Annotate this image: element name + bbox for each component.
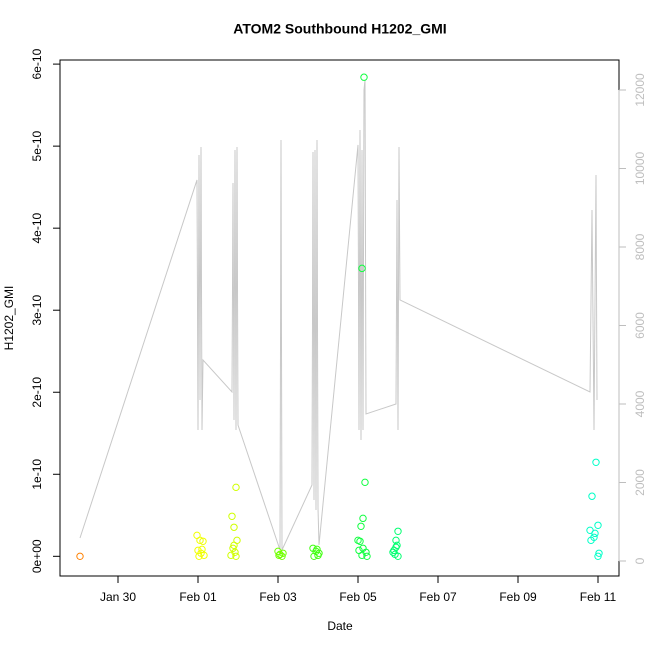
- point: [230, 523, 238, 531]
- point: [230, 541, 238, 550]
- point: [232, 483, 240, 492]
- y2-tick-label: 0: [633, 557, 647, 564]
- x-tick-label: Feb 09: [499, 590, 537, 604]
- x-tick-label: Feb 03: [259, 590, 297, 604]
- chart-title: ATOM2 Southbound H1202_GMI: [233, 21, 446, 37]
- y-tick-label: 1e-10: [30, 459, 44, 490]
- x-axis-title: Date: [327, 619, 353, 633]
- point: [588, 492, 596, 500]
- point: [279, 549, 287, 557]
- point: [391, 550, 399, 559]
- point: [199, 537, 207, 545]
- y2-tick-label: 12000: [633, 73, 647, 107]
- x-tick-label: Feb 01: [179, 590, 217, 604]
- y-tick-label: 3e-10: [30, 295, 44, 326]
- point: [359, 514, 367, 523]
- point: [227, 551, 235, 560]
- point: [275, 551, 283, 560]
- point: [361, 478, 369, 487]
- y2-tick-label: 8000: [633, 233, 647, 260]
- point: [357, 522, 365, 530]
- point: [76, 552, 84, 561]
- point: [315, 549, 323, 557]
- point: [394, 527, 402, 535]
- y2-tick-label: 4000: [633, 390, 647, 417]
- point: [278, 552, 286, 561]
- y-tick-label: 0e+00: [30, 539, 44, 573]
- point: [392, 536, 400, 545]
- y2-tick-label: 10000: [633, 151, 647, 185]
- y-tick-label: 5e-10: [30, 130, 44, 161]
- point: [594, 552, 602, 561]
- point: [590, 533, 598, 541]
- y2-tick-label: 2000: [633, 469, 647, 496]
- point: [592, 458, 600, 466]
- y-tick-label: 4e-10: [30, 213, 44, 244]
- point: [228, 512, 236, 520]
- point: [360, 73, 368, 81]
- point: [591, 529, 599, 538]
- x-tick-label: Feb 07: [419, 590, 457, 604]
- altitude-line: [79, 79, 598, 551]
- x-tick-label: Feb 05: [339, 590, 377, 604]
- point: [594, 521, 602, 530]
- point: [358, 264, 366, 273]
- x-tick-label: Feb 11: [580, 590, 617, 604]
- x-tick-label: Jan 30: [100, 590, 136, 604]
- point: [195, 552, 203, 561]
- y2-tick-label: 6000: [633, 312, 647, 339]
- point: [358, 551, 366, 560]
- point: [198, 545, 206, 554]
- point: [196, 536, 204, 545]
- point: [595, 549, 603, 557]
- y-axis-title: H1202_GMI: [2, 286, 16, 351]
- y-tick-label: 2e-10: [30, 377, 44, 408]
- point: [363, 552, 371, 561]
- point: [232, 552, 240, 561]
- y-tick-label: 6e-10: [30, 48, 44, 79]
- point: [356, 537, 364, 545]
- point: [313, 545, 321, 554]
- point: [392, 543, 400, 551]
